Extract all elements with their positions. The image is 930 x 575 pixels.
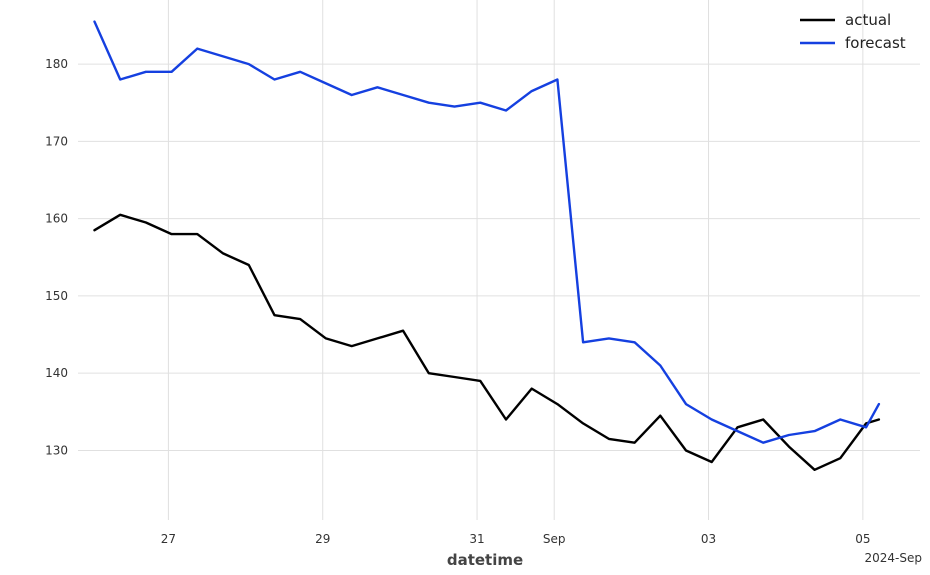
y-tick-label: 170 — [45, 134, 68, 148]
y-tick-label: 150 — [45, 289, 68, 303]
legend-label-actual: actual — [845, 11, 891, 29]
legend-label-forecast: forecast — [845, 34, 906, 52]
y-tick-label: 180 — [45, 57, 68, 71]
series-layer — [93, 20, 881, 471]
legend: actual forecast — [800, 11, 906, 52]
x-axis-label: datetime — [447, 551, 523, 569]
y-tick-label: 130 — [45, 443, 68, 457]
grid — [78, 0, 920, 520]
tick-labels: 130 140 150 160 170 180 27 29 31 Sep 03 05 — [45, 57, 870, 546]
x-tick-label: 03 — [701, 532, 716, 546]
y-tick-label: 160 — [45, 212, 68, 226]
y-tick-label: 140 — [45, 366, 68, 380]
x-axis-offset-label: 2024-Sep — [865, 551, 923, 565]
x-tick-label: 27 — [161, 532, 176, 546]
series-line-actual — [93, 213, 881, 471]
x-tick-label: 05 — [855, 532, 870, 546]
x-tick-label: 29 — [315, 532, 330, 546]
series-line-forecast — [93, 20, 881, 444]
x-tick-label: Sep — [543, 532, 566, 546]
x-tick-label: 31 — [469, 532, 484, 546]
